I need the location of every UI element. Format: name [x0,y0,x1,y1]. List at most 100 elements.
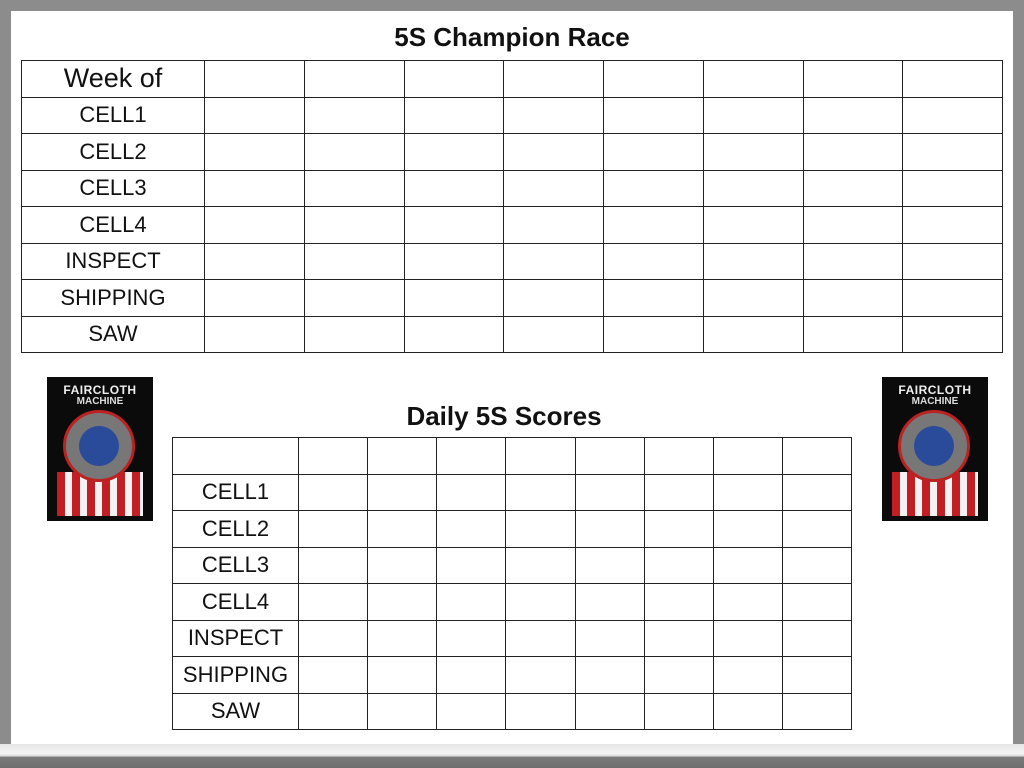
score-cell[interactable] [367,583,438,621]
score-cell[interactable] [204,315,305,353]
score-cell[interactable] [503,242,604,280]
score-cell[interactable] [503,206,604,244]
score-cell[interactable] [702,279,804,317]
score-cell[interactable] [367,656,438,694]
score-cell[interactable] [902,279,1003,317]
score-cell[interactable] [574,546,645,584]
score-cell[interactable] [436,692,507,730]
score-cell[interactable] [503,96,604,134]
score-cell[interactable] [603,279,704,317]
score-cell[interactable] [204,169,305,207]
score-cell[interactable] [297,510,369,548]
score-cell[interactable] [781,546,853,584]
header-cell[interactable] [303,60,405,98]
score-cell[interactable] [902,96,1003,134]
score-cell[interactable] [403,206,505,244]
header-cell[interactable] [505,437,576,475]
score-cell[interactable] [802,206,904,244]
score-cell[interactable] [802,242,904,280]
score-cell[interactable] [802,96,904,134]
score-cell[interactable] [303,279,405,317]
score-cell[interactable] [702,96,804,134]
score-cell[interactable] [367,619,438,657]
score-cell[interactable] [781,692,853,730]
score-cell[interactable] [603,242,704,280]
score-cell[interactable] [204,206,305,244]
score-cell[interactable] [503,315,604,353]
score-cell[interactable] [297,473,369,511]
score-cell[interactable] [574,473,645,511]
score-cell[interactable] [303,206,405,244]
score-cell[interactable] [902,206,1003,244]
score-cell[interactable] [574,656,645,694]
score-cell[interactable] [436,619,507,657]
score-cell[interactable] [303,133,405,171]
score-cell[interactable] [297,692,369,730]
score-cell[interactable] [505,656,576,694]
score-cell[interactable] [643,546,714,584]
score-cell[interactable] [436,583,507,621]
header-cell[interactable] [503,60,604,98]
score-cell[interactable] [702,169,804,207]
score-cell[interactable] [603,96,704,134]
score-cell[interactable] [902,242,1003,280]
score-cell[interactable] [712,546,783,584]
score-cell[interactable] [297,619,369,657]
score-cell[interactable] [503,133,604,171]
score-cell[interactable] [367,546,438,584]
score-cell[interactable] [712,473,783,511]
score-cell[interactable] [902,315,1003,353]
header-cell[interactable] [643,437,714,475]
score-cell[interactable] [436,546,507,584]
score-cell[interactable] [603,315,704,353]
score-cell[interactable] [702,242,804,280]
score-cell[interactable] [303,96,405,134]
score-cell[interactable] [702,133,804,171]
score-cell[interactable] [603,206,704,244]
score-cell[interactable] [643,510,714,548]
score-cell[interactable] [436,473,507,511]
score-cell[interactable] [403,315,505,353]
score-cell[interactable] [712,510,783,548]
score-cell[interactable] [802,279,904,317]
score-cell[interactable] [712,692,783,730]
score-cell[interactable] [712,656,783,694]
score-cell[interactable] [505,546,576,584]
score-cell[interactable] [505,510,576,548]
score-cell[interactable] [643,619,714,657]
score-cell[interactable] [643,473,714,511]
score-cell[interactable] [403,96,505,134]
score-cell[interactable] [603,133,704,171]
score-cell[interactable] [902,169,1003,207]
score-cell[interactable] [297,546,369,584]
score-cell[interactable] [712,619,783,657]
score-cell[interactable] [303,242,405,280]
score-cell[interactable] [505,583,576,621]
header-cell[interactable] [902,60,1003,98]
score-cell[interactable] [204,242,305,280]
score-cell[interactable] [643,583,714,621]
score-cell[interactable] [702,206,804,244]
score-cell[interactable] [403,169,505,207]
score-cell[interactable] [802,169,904,207]
header-cell[interactable] [781,437,853,475]
header-cell[interactable] [367,437,438,475]
score-cell[interactable] [574,692,645,730]
score-cell[interactable] [802,315,904,353]
score-cell[interactable] [802,133,904,171]
score-cell[interactable] [367,473,438,511]
score-cell[interactable] [712,583,783,621]
header-cell[interactable] [574,437,645,475]
score-cell[interactable] [702,315,804,353]
header-cell[interactable] [603,60,704,98]
score-cell[interactable] [303,169,405,207]
score-cell[interactable] [303,315,405,353]
score-cell[interactable] [367,510,438,548]
score-cell[interactable] [204,96,305,134]
score-cell[interactable] [204,279,305,317]
score-cell[interactable] [367,692,438,730]
score-cell[interactable] [297,583,369,621]
score-cell[interactable] [297,656,369,694]
header-cell[interactable] [702,60,804,98]
score-cell[interactable] [781,510,853,548]
